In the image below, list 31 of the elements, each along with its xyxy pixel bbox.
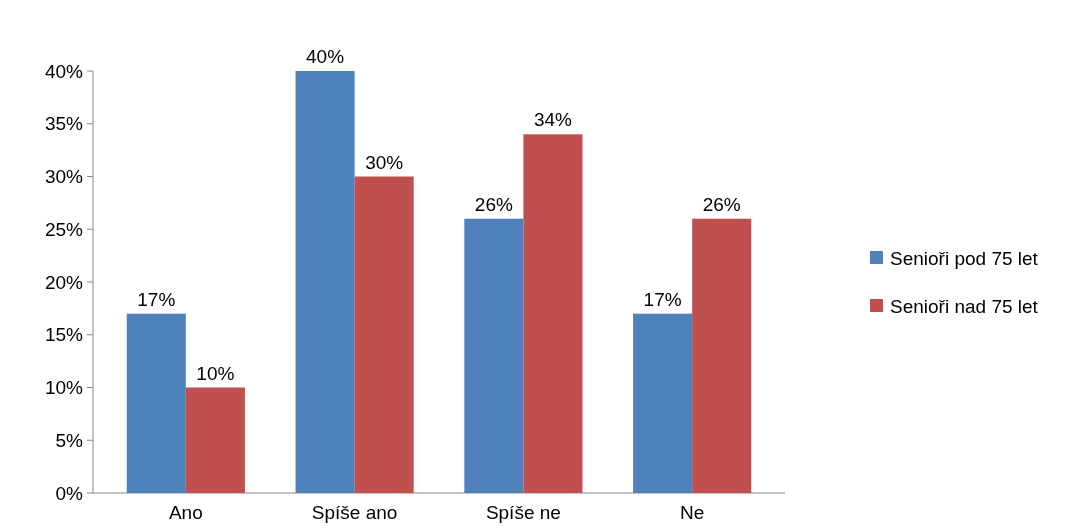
data-label: 40% bbox=[306, 46, 345, 67]
y-tick-label: 0% bbox=[55, 482, 84, 504]
bar bbox=[126, 313, 186, 493]
y-tick-label: 40% bbox=[44, 60, 84, 82]
bar bbox=[295, 71, 355, 493]
data-label: 34% bbox=[533, 109, 573, 131]
y-tick-label: 30% bbox=[44, 166, 84, 188]
y-tick-label: 5% bbox=[55, 429, 84, 451]
bar bbox=[185, 387, 245, 493]
bar bbox=[464, 218, 524, 493]
bar bbox=[633, 313, 693, 493]
data-label: 17% bbox=[137, 288, 176, 310]
legend-label: Senioři nad 75 let bbox=[890, 295, 1039, 317]
data-label: 26% bbox=[474, 193, 513, 215]
data-label: 30% bbox=[365, 151, 404, 173]
y-tick-label: 25% bbox=[44, 218, 84, 240]
legend-label: Senioři pod 75 let bbox=[890, 247, 1039, 269]
y-tick-label: 15% bbox=[44, 324, 84, 346]
x-tick-label: Spíše ne bbox=[485, 502, 561, 523]
y-tick-label: 10% bbox=[44, 377, 84, 399]
x-tick-label: Spíše ano bbox=[311, 502, 398, 523]
bar bbox=[354, 176, 414, 493]
data-label: 26% bbox=[702, 193, 741, 215]
y-tick-label: 35% bbox=[44, 113, 84, 135]
x-tick-label: Ne bbox=[680, 502, 705, 523]
y-tick-label: 20% bbox=[44, 271, 84, 293]
x-tick-label: Ano bbox=[168, 502, 203, 523]
bar bbox=[692, 218, 752, 493]
bar bbox=[523, 134, 583, 493]
data-label: 17% bbox=[643, 288, 682, 310]
data-label: 10% bbox=[196, 362, 235, 384]
